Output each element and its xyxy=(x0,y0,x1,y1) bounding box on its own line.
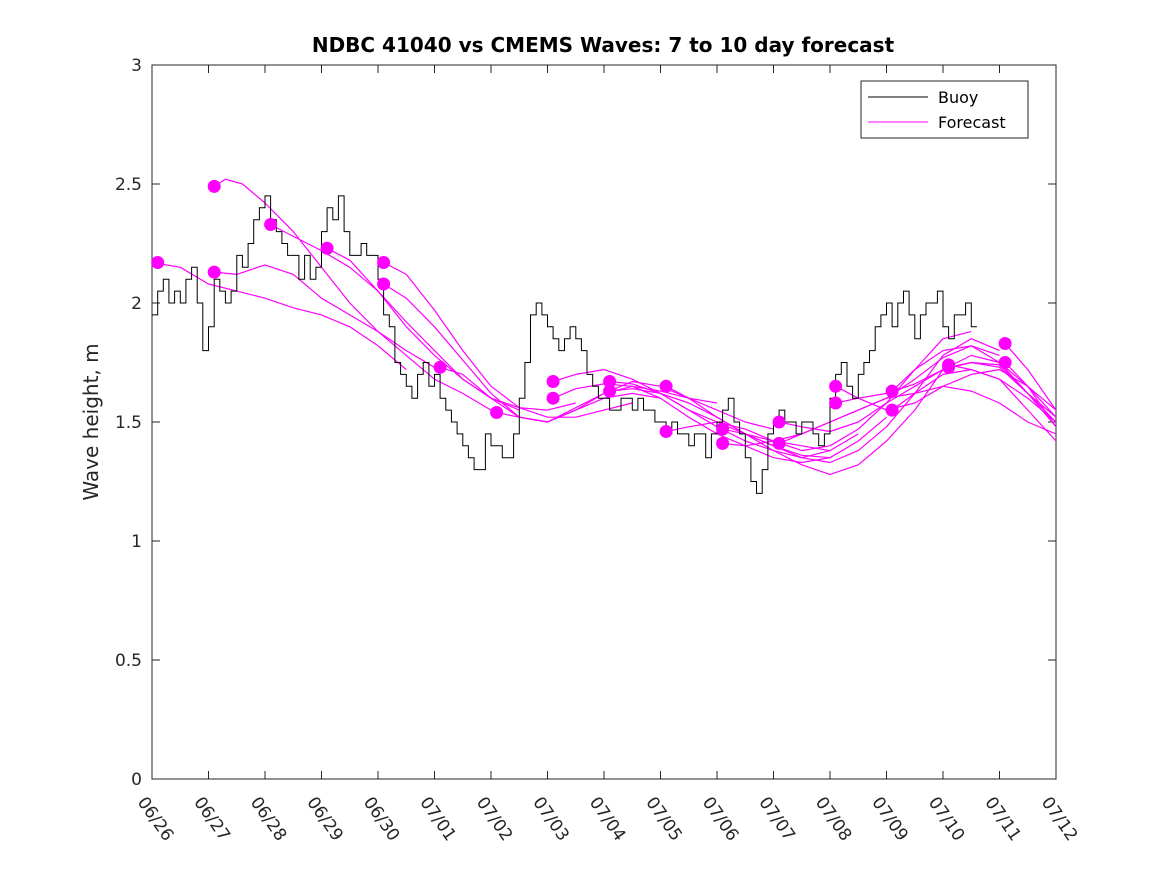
chart-title: NDBC 41040 vs CMEMS Waves: 7 to 10 day f… xyxy=(312,33,895,57)
buoy-line xyxy=(152,195,977,494)
forecast-line xyxy=(213,178,492,411)
forecast-start-marker xyxy=(377,256,391,269)
forecast-start-marker xyxy=(772,415,786,429)
forecast-start-marker xyxy=(998,337,1012,350)
forecast-series xyxy=(151,178,1057,475)
forecast-start-marker xyxy=(546,375,560,388)
forecast-start-marker xyxy=(603,375,617,388)
forecast-start-marker xyxy=(207,179,221,193)
forecast-line xyxy=(1004,343,1057,411)
forecast-line xyxy=(151,261,407,371)
forecast-start-marker xyxy=(490,406,504,419)
forecast-markers xyxy=(151,179,1012,450)
forecast-start-marker xyxy=(433,360,447,374)
y-tick-label: 1 xyxy=(131,532,142,552)
forecast-start-marker xyxy=(377,277,391,291)
legend: Buoy Forecast xyxy=(860,80,1029,139)
forecast-line xyxy=(835,369,1057,418)
forecast-line xyxy=(665,369,944,475)
forecast-start-marker xyxy=(942,360,956,374)
forecast-start-marker xyxy=(546,391,560,405)
forecast-line xyxy=(948,364,1057,423)
forecast-line xyxy=(665,331,972,452)
y-tick-label: 0 xyxy=(131,770,142,790)
forecast-start-marker xyxy=(603,384,617,398)
y-tick-label: 3 xyxy=(131,56,142,76)
y-axis: 0 0.5 1 1.5 2 2.5 3 xyxy=(115,56,1056,790)
plot-area xyxy=(151,64,1057,780)
forecast-start-marker xyxy=(772,436,786,450)
forecast-start-marker xyxy=(829,379,843,393)
forecast-start-marker xyxy=(998,356,1012,369)
forecast-start-marker xyxy=(885,384,899,398)
forecast-line xyxy=(552,383,831,464)
forecast-line xyxy=(439,366,718,423)
forecast-start-marker xyxy=(320,241,334,255)
forecast-line xyxy=(383,261,633,418)
forecast-start-marker xyxy=(659,379,673,393)
buoy-series xyxy=(152,195,977,494)
forecast-line xyxy=(778,354,1057,433)
forecast-start-marker xyxy=(885,403,899,417)
forecast-start-marker xyxy=(716,436,730,450)
y-tick-label: 2.5 xyxy=(115,175,142,195)
forecast-start-marker xyxy=(829,396,843,410)
forecast-start-marker xyxy=(716,422,730,436)
forecast-start-marker xyxy=(659,425,673,438)
forecast-line xyxy=(496,380,774,430)
forecast-line xyxy=(1004,362,1057,428)
y-axis-label: Wave height, m xyxy=(79,343,103,500)
forecast-line xyxy=(948,361,1057,418)
forecast-line xyxy=(722,338,1000,464)
y-tick-label: 1.5 xyxy=(115,413,142,433)
y-tick-label: 2 xyxy=(131,294,142,314)
forecast-line xyxy=(609,380,859,459)
legend-box xyxy=(860,80,1029,139)
forecast-start-marker xyxy=(264,218,278,231)
y-tick-label: 0.5 xyxy=(115,651,142,671)
legend-buoy-label: Buoy xyxy=(938,88,978,107)
legend-forecast-label: Forecast xyxy=(938,113,1006,132)
forecast-line xyxy=(326,247,576,411)
forecast-start-marker xyxy=(151,256,165,269)
forecast-line xyxy=(214,264,435,368)
forecast-start-marker xyxy=(207,265,221,279)
